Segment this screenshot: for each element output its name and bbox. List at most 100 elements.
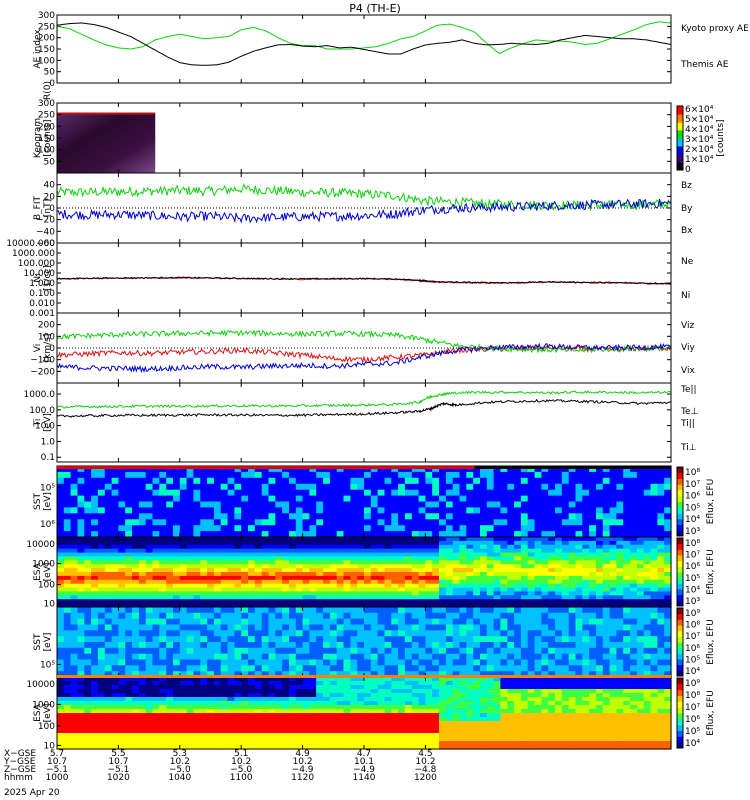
spectrogram-cell: [111, 612, 119, 620]
spectrogram-cell: [404, 560, 413, 565]
spectrogram-cell: [77, 595, 85, 600]
spectrogram-cell: [439, 483, 447, 491]
spectrogram-cell: [241, 583, 249, 589]
spectrogram-cell: [241, 552, 249, 558]
spectrogram-cell: [398, 540, 406, 546]
spectrogram-cell: [445, 636, 454, 643]
spectrogram-cell: [207, 519, 215, 526]
spectrogram-cell: [398, 603, 406, 608]
spectrogram-cell: [370, 665, 379, 672]
colorbar-label: Eflux, EFU: [706, 619, 716, 665]
spectrogram-cell: [84, 717, 92, 722]
colorbar-segment: [677, 613, 683, 620]
spectrogram-cell: [118, 564, 126, 569]
spectrogram-cell: [534, 477, 542, 485]
spectrogram-cell: [500, 471, 508, 479]
spectrogram-cell: [568, 564, 577, 569]
spectrogram-cell: [111, 681, 119, 686]
spectrogram-cell: [411, 537, 420, 542]
spectrogram-cell: [289, 721, 297, 726]
spectrogram-cell: [336, 595, 345, 600]
spectrogram-cell: [282, 642, 290, 649]
spectrogram-cell: [404, 519, 413, 526]
spectrogram-cell: [282, 572, 290, 577]
spectrogram-cell: [200, 483, 208, 491]
spectrogram-cell: [309, 591, 317, 596]
spectrogram-cell: [357, 636, 365, 643]
spectrogram-cell: [527, 653, 536, 661]
spectrogram-cell: [227, 519, 235, 526]
spectrogram-cell: [118, 466, 126, 473]
spectrogram-cell: [343, 489, 351, 497]
spectrogram-cell: [91, 513, 99, 520]
spectrogram-cell: [63, 556, 72, 561]
panel-ylabel: Ni: [33, 273, 43, 282]
spectrogram-cell: [459, 544, 467, 550]
spectrogram-cell: [173, 677, 181, 682]
spectrogram-cell: [439, 575, 447, 581]
spectrogram-cell: [173, 587, 181, 593]
spectrogram-cell: [493, 653, 501, 661]
spectrogram-cell: [220, 612, 229, 620]
spectrogram-cell: [459, 595, 467, 600]
spectrogram-cell: [432, 599, 440, 604]
spectrogram-cell: [480, 647, 488, 655]
spectrogram-cell: [227, 595, 235, 600]
spectrogram-cell: [193, 607, 201, 614]
spectrogram-cell: [295, 677, 304, 682]
spectrogram-cell: [295, 705, 304, 710]
colorbar-tick-label: 10³: [685, 527, 700, 537]
spectrogram-cell: [152, 681, 160, 686]
spectrogram-cell: [350, 603, 358, 608]
spectrogram-cell: [370, 607, 379, 614]
spectrogram-cell: [486, 483, 495, 491]
spectrogram-cell: [323, 709, 331, 714]
spectrogram-cell: [186, 477, 194, 485]
spectrogram-cell: [220, 659, 229, 666]
spectrogram-cell: [166, 537, 174, 542]
spectrogram-cell: [166, 525, 174, 532]
spectrogram-cell: [193, 548, 201, 554]
spectrogram-cell: [282, 671, 290, 678]
spectrogram-cell: [548, 540, 556, 546]
spectrogram-cell: [309, 713, 317, 718]
spectrogram-cell: [261, 556, 270, 561]
spectrogram-cell: [70, 495, 78, 503]
spectrogram-cell: [179, 741, 188, 746]
spectrogram-cell: [213, 647, 222, 655]
spectrogram-cell: [364, 572, 372, 577]
spectrogram-cell: [473, 636, 481, 643]
spectrogram-cell: [336, 681, 345, 686]
spectrogram-cell: [186, 721, 194, 726]
spectrogram-cell: [295, 591, 304, 596]
spectrogram-cell: [118, 477, 126, 485]
spectrogram-cell: [132, 665, 140, 672]
spectrogram-cell: [636, 599, 645, 604]
spectrogram-cell: [91, 653, 99, 661]
spectrogram-cell: [227, 575, 235, 581]
spectrogram-cell: [493, 466, 501, 473]
spectrogram-cell: [616, 471, 624, 479]
spectrogram-cell: [104, 556, 113, 561]
spectrogram-cell: [316, 595, 324, 600]
legend-entry: Ti||: [680, 419, 695, 429]
spectrogram-cell: [309, 685, 317, 690]
spectrogram-cell: [97, 701, 106, 706]
spectrogram-cell: [152, 612, 160, 620]
spectrogram-cell: [329, 685, 338, 690]
spectrogram-cell: [207, 725, 215, 730]
spectrogram-cell: [336, 568, 345, 573]
spectrogram-cell: [357, 630, 365, 637]
spectrogram-cell: [323, 685, 331, 690]
spectrogram-cell: [609, 595, 617, 600]
spectrogram-cell: [302, 697, 310, 702]
spectrogram-cell: [207, 659, 215, 666]
spectrogram-cell: [398, 552, 406, 558]
spectrogram-cell: [213, 537, 222, 542]
spectrogram-cell: [370, 540, 379, 546]
spectrogram-cell: [548, 471, 556, 479]
spectrogram-cell: [63, 624, 72, 631]
spectrogram-cell: [173, 725, 181, 730]
spectrogram-cell: [336, 572, 345, 577]
spectrogram-cell: [500, 624, 508, 631]
